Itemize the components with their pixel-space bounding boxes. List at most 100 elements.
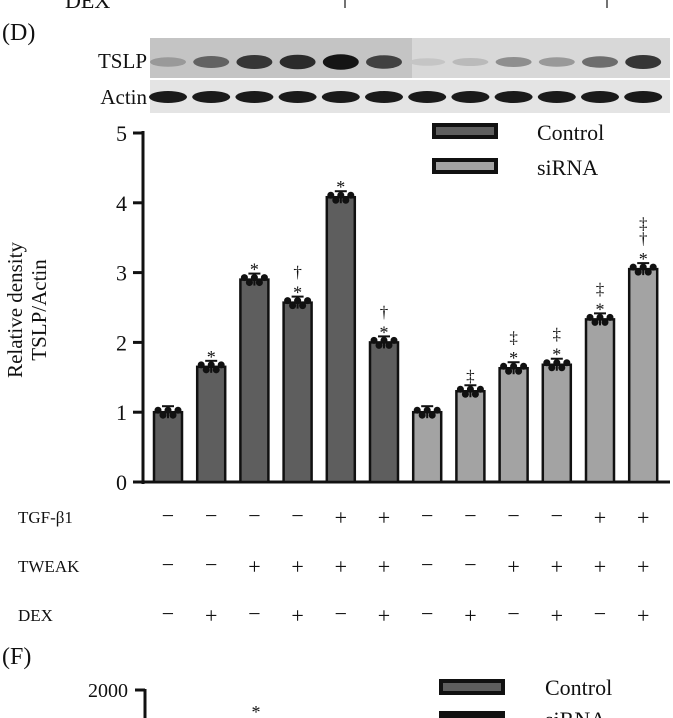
significance-mark: † — [380, 302, 389, 321]
data-point — [515, 367, 523, 375]
bar-sirna — [584, 318, 616, 484]
actin-band — [581, 91, 619, 103]
significance-mark: * — [293, 283, 302, 303]
data-point — [240, 274, 248, 282]
data-point — [327, 191, 335, 199]
data-point — [639, 263, 647, 271]
f-annotation: * — [252, 702, 261, 718]
significance-mark: † — [639, 229, 648, 248]
data-point — [370, 336, 378, 344]
f-ytick-2000: 2000 — [88, 680, 128, 702]
condition-sign: − — [162, 503, 174, 528]
significance-mark: * — [250, 260, 259, 280]
tslp-band — [322, 54, 359, 70]
data-point — [520, 362, 528, 370]
condition-sign: − — [507, 503, 519, 528]
legend-label: siRNA — [537, 155, 598, 180]
condition-sign: − — [594, 601, 606, 626]
tslp-band — [150, 57, 186, 67]
condition-label: DEX — [18, 606, 53, 625]
data-point — [601, 318, 609, 326]
y-tick-label: 1 — [116, 400, 127, 425]
blot-background-tslp — [150, 38, 412, 78]
data-point — [423, 406, 431, 414]
data-point — [418, 411, 426, 419]
f-legend-swatch-sirna — [439, 711, 505, 718]
tslp-band — [538, 57, 575, 67]
data-point — [380, 336, 388, 344]
actin-band — [494, 91, 533, 103]
data-point — [212, 366, 220, 374]
data-point — [289, 302, 297, 310]
tslp-band — [279, 54, 316, 70]
data-point — [553, 359, 561, 367]
significance-mark: * — [207, 347, 216, 367]
y-tick-label: 5 — [116, 121, 127, 146]
blot-label-actin: Actin — [100, 85, 147, 109]
bar-control — [368, 341, 400, 484]
condition-sign: − — [421, 552, 433, 577]
significance-mark: ‡ — [466, 366, 475, 385]
bar-sirna — [541, 363, 573, 484]
data-point — [375, 341, 383, 349]
condition-sign: + — [594, 505, 606, 530]
data-point — [586, 313, 594, 321]
y-tick-label: 3 — [116, 261, 127, 286]
data-point — [428, 411, 436, 419]
condition-sign: + — [335, 505, 347, 530]
condition-label: TWEAK — [18, 557, 80, 576]
tslp-band — [495, 57, 532, 67]
y-axis-label-line: Relative density — [3, 242, 27, 378]
data-point — [337, 191, 345, 199]
condition-sign: + — [594, 554, 606, 579]
data-point — [500, 362, 508, 370]
y-axis-label-line: TSLP/Actin — [27, 259, 51, 361]
data-point — [390, 336, 398, 344]
condition-sign: + — [551, 603, 563, 628]
condition-sign: − — [291, 503, 303, 528]
data-point — [471, 390, 479, 398]
actin-band — [321, 91, 360, 103]
tslp-band — [452, 58, 489, 66]
data-point — [505, 367, 513, 375]
condition-sign: − — [464, 503, 476, 528]
condition-sign: + — [205, 603, 217, 628]
condition-sign: + — [378, 603, 390, 628]
condition-sign: + — [291, 554, 303, 579]
condition-sign: − — [248, 503, 260, 528]
bar-control — [239, 278, 270, 484]
actin-band — [192, 91, 231, 103]
data-point — [563, 359, 571, 367]
data-point — [591, 318, 599, 326]
data-point — [294, 297, 302, 305]
tslp-band — [236, 55, 273, 69]
condition-sign: + — [637, 554, 649, 579]
bar-control — [195, 365, 227, 484]
tslp-band — [625, 55, 662, 69]
y-tick-label: 0 — [116, 470, 127, 495]
significance-mark: ‡ — [639, 214, 648, 233]
top-dex-label: DEX — [65, 0, 110, 13]
tslp-band — [582, 56, 618, 68]
actin-band — [365, 91, 403, 103]
data-point — [174, 406, 182, 414]
data-point — [456, 385, 464, 393]
significance-mark: * — [380, 322, 389, 342]
data-point — [342, 196, 350, 204]
significance-mark: * — [639, 249, 648, 269]
data-point — [255, 279, 263, 287]
significance-mark: * — [596, 299, 605, 319]
condition-sign: − — [507, 601, 519, 626]
condition-sign: − — [464, 552, 476, 577]
tslp-band — [193, 56, 230, 68]
data-point — [558, 364, 566, 372]
bar-control — [282, 301, 313, 484]
legend-label: Control — [537, 120, 604, 145]
significance-mark: * — [509, 348, 518, 368]
bar-sirna — [411, 410, 443, 484]
data-point — [543, 359, 551, 367]
y-tick-label: 4 — [116, 191, 127, 216]
condition-sign: − — [205, 503, 217, 528]
condition-sign: + — [248, 554, 260, 579]
